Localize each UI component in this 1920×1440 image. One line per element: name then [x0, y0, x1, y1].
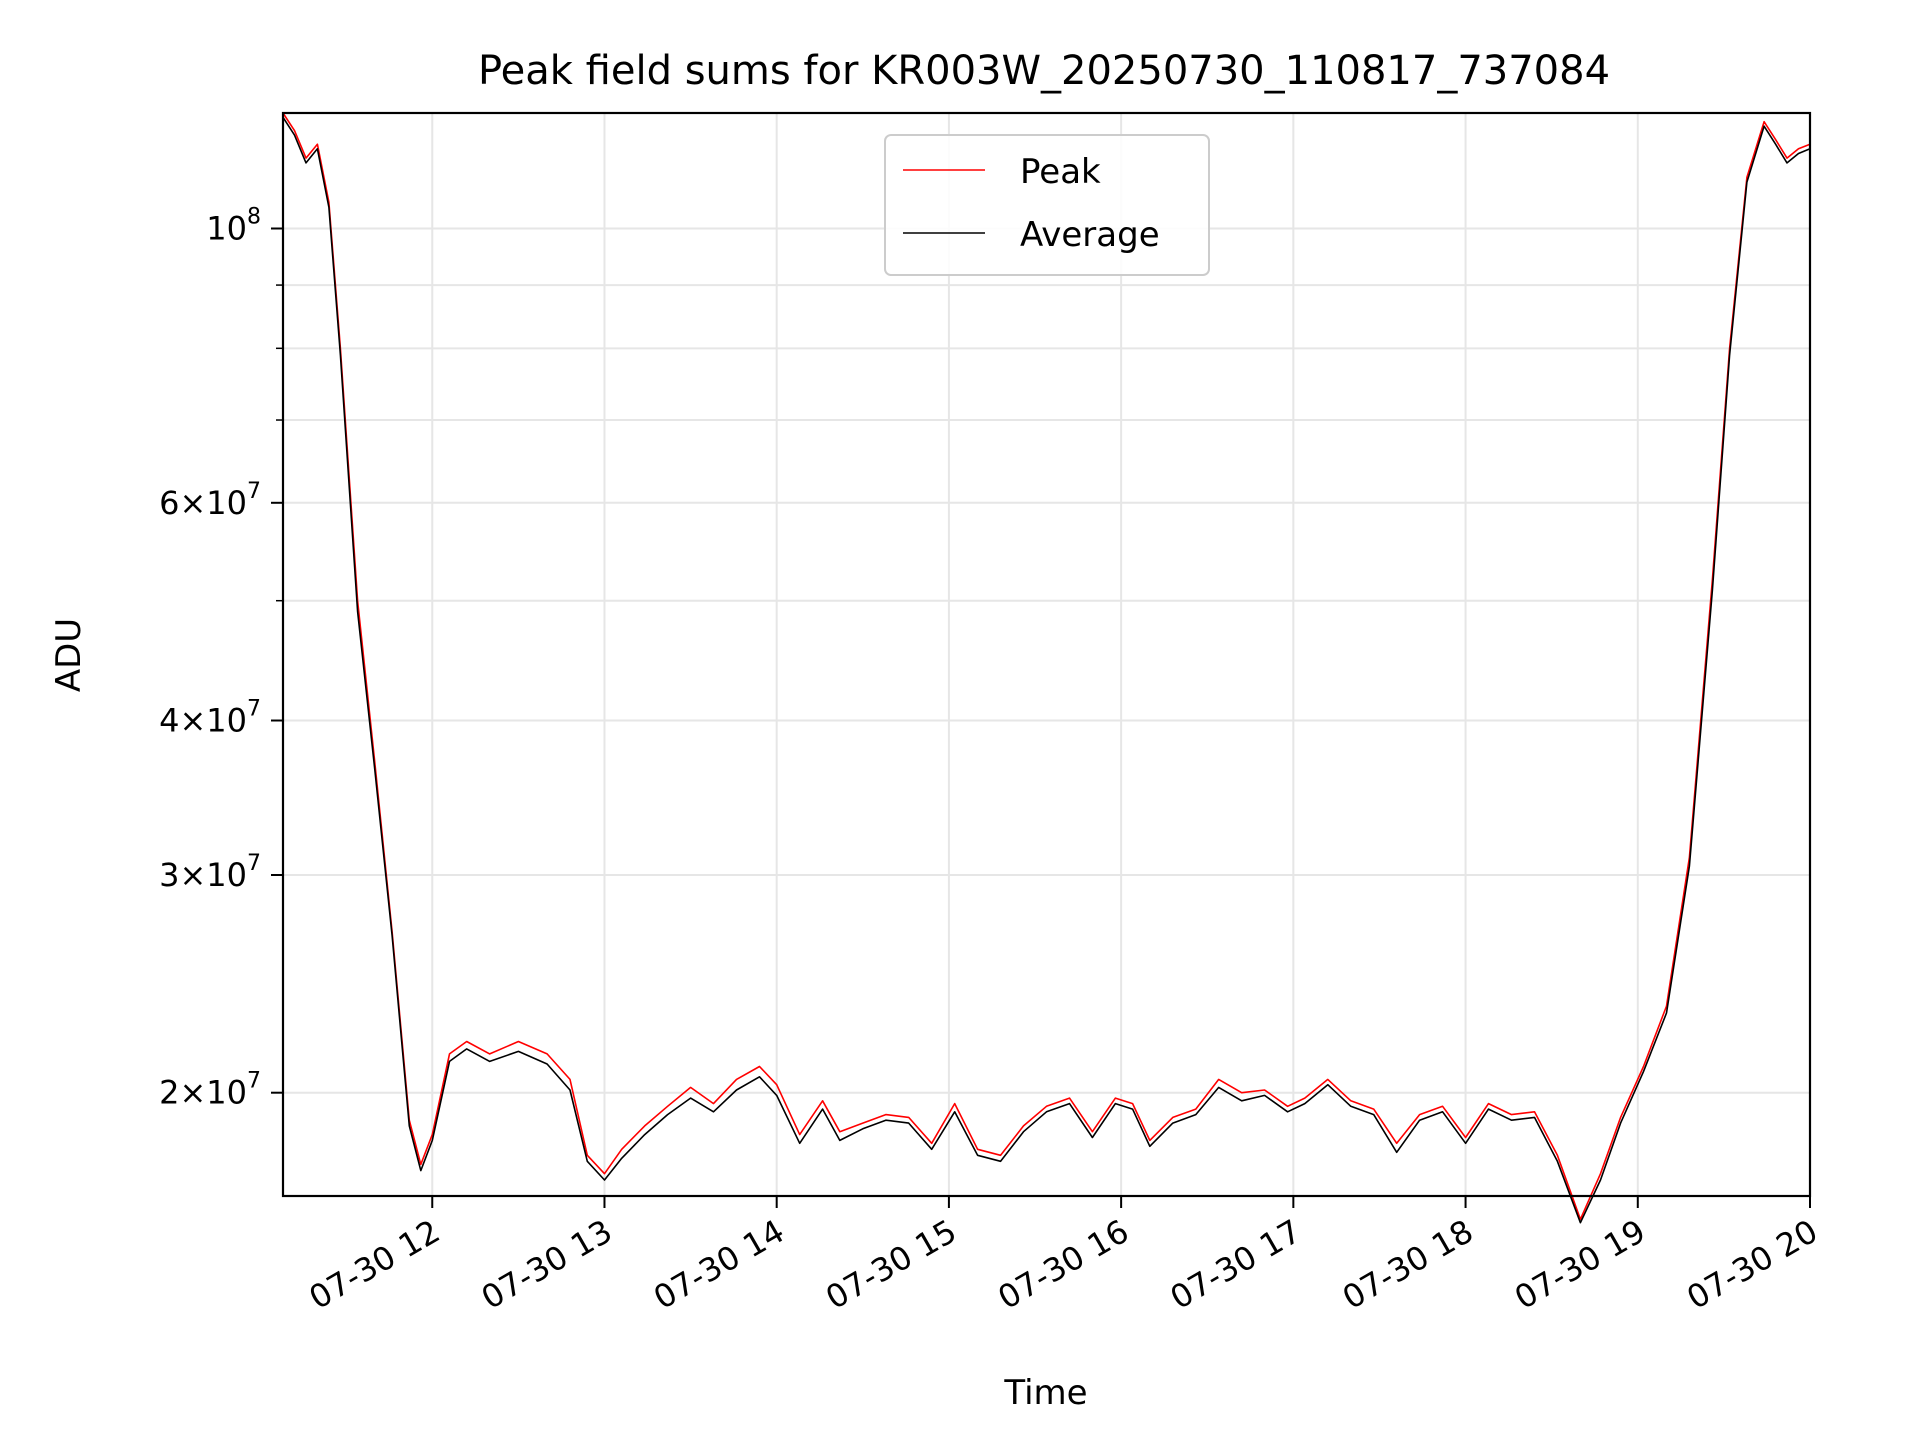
y-tick-label: 108	[206, 205, 261, 248]
series-line-peak	[282, 112, 1811, 1221]
legend: Peak Average	[884, 134, 1210, 276]
y-tick-label: 2×107	[159, 1069, 261, 1112]
series-layer	[282, 112, 1811, 1224]
y-tick-label: 3×107	[159, 851, 261, 894]
series-line-average	[282, 116, 1811, 1224]
y-tick-label: 6×107	[159, 479, 261, 522]
legend-label-peak: Peak	[1020, 152, 1101, 192]
y-tick-label: 4×107	[159, 697, 261, 740]
legend-label-average: Average	[1020, 215, 1160, 255]
plot-frame	[281, 111, 1812, 1198]
x-axis-label: Time	[1003, 1373, 1087, 1413]
chart-title: Peak field sums for KR003W_20250730_1108…	[478, 48, 1610, 94]
y-axis-label: ADU	[49, 618, 89, 692]
y-axis: 108 6×107 4×107 3×107 2×107	[159, 205, 283, 1112]
